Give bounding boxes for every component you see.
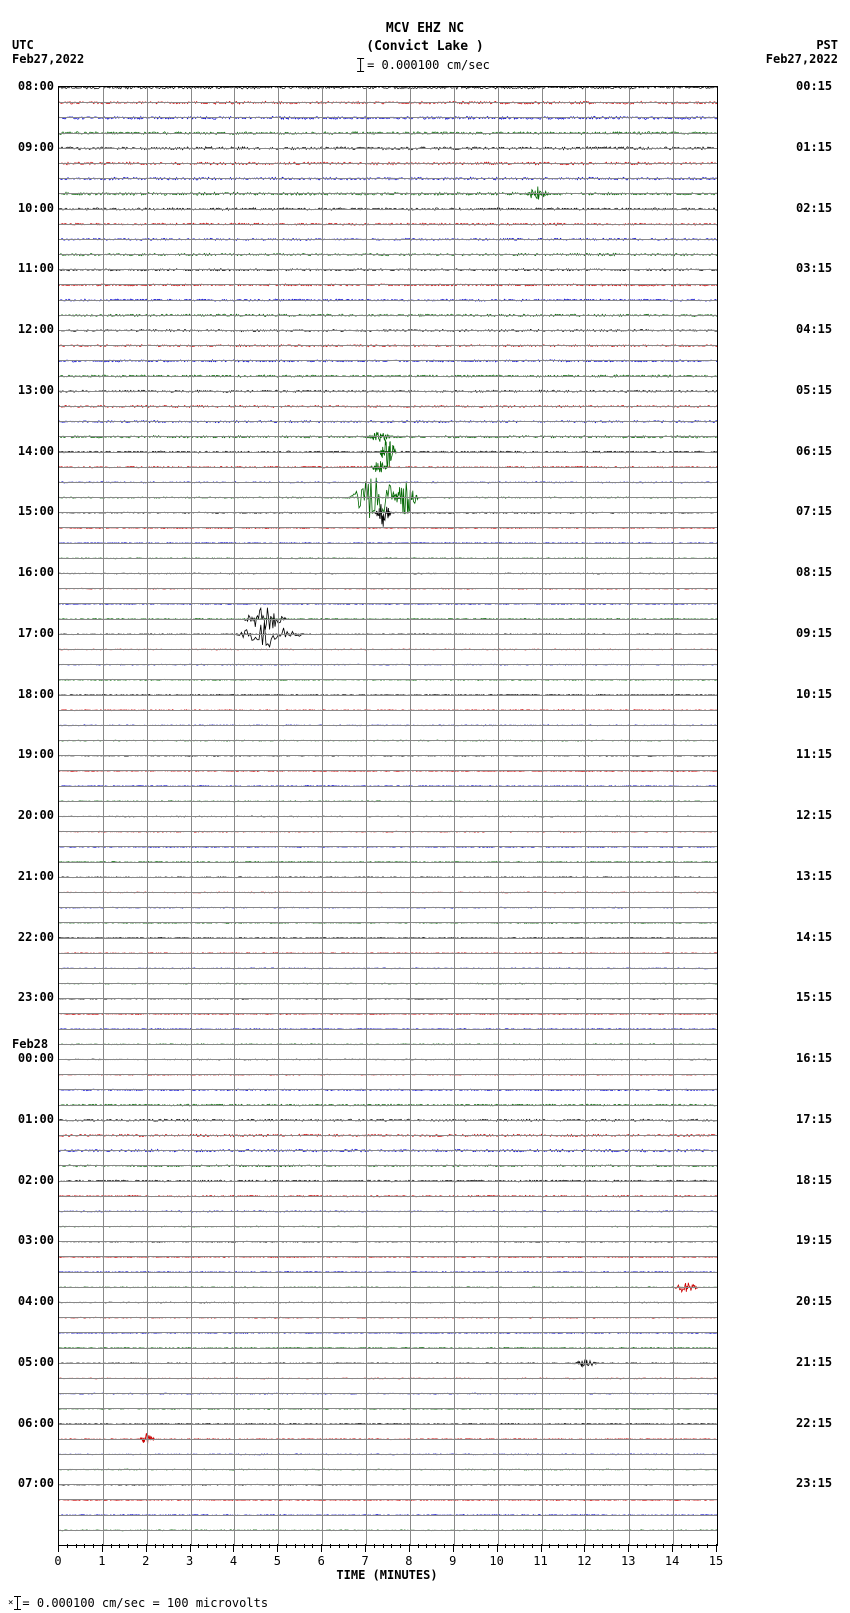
pst-hour-label: 10:15 <box>796 687 832 701</box>
timezone-right: PST <box>816 38 838 52</box>
utc-hour-label: 01:00 <box>18 1112 54 1126</box>
pst-hour-label: 02:15 <box>796 201 832 215</box>
pst-hour-label: 06:15 <box>796 444 832 458</box>
pst-hour-label: 22:15 <box>796 1416 832 1430</box>
utc-hour-label: 17:00 <box>18 626 54 640</box>
utc-hour-label: 02:00 <box>18 1173 54 1187</box>
pst-hour-label: 15:15 <box>796 990 832 1004</box>
pst-hour-label: 18:15 <box>796 1173 832 1187</box>
pst-hour-label: 13:15 <box>796 869 832 883</box>
pst-hour-label: 09:15 <box>796 626 832 640</box>
pst-hour-label: 17:15 <box>796 1112 832 1126</box>
pst-hour-label: 20:15 <box>796 1294 832 1308</box>
utc-hour-label: 23:00 <box>18 990 54 1004</box>
utc-hour-label: 09:00 <box>18 140 54 154</box>
pst-hour-label: 21:15 <box>796 1355 832 1369</box>
utc-hour-label: 21:00 <box>18 869 54 883</box>
utc-hour-label: 20:00 <box>18 808 54 822</box>
x-tick-label: 11 <box>533 1554 547 1568</box>
x-tick-label: 12 <box>577 1554 591 1568</box>
utc-hour-label: 10:00 <box>18 201 54 215</box>
utc-hour-label: 03:00 <box>18 1233 54 1247</box>
x-tick-label: 6 <box>318 1554 325 1568</box>
utc-hour-label: 04:00 <box>18 1294 54 1308</box>
pst-hour-label: 19:15 <box>796 1233 832 1247</box>
footer-scale: × = 0.000100 cm/sec = 100 microvolts <box>8 1596 268 1610</box>
pst-hour-label: 14:15 <box>796 930 832 944</box>
utc-hour-label: 22:00 <box>18 930 54 944</box>
pst-hour-label: 01:15 <box>796 140 832 154</box>
x-tick-label: 9 <box>449 1554 456 1568</box>
scale-bar-icon <box>17 1596 18 1610</box>
plot-area <box>58 86 718 1546</box>
pst-hour-label: 04:15 <box>796 322 832 336</box>
station-code: MCV EHZ NC <box>0 20 850 38</box>
utc-hour-label: 18:00 <box>18 687 54 701</box>
x-tick-label: 4 <box>230 1554 237 1568</box>
pst-hour-label: 08:15 <box>796 565 832 579</box>
utc-hour-label: 08:00 <box>18 79 54 93</box>
utc-hour-label: 19:00 <box>18 747 54 761</box>
x-tick-label: 5 <box>274 1554 281 1568</box>
station-name: (Convict Lake ) <box>0 38 850 56</box>
date-left: Feb27,2022 <box>12 52 84 66</box>
x-axis-title: TIME (MINUTES) <box>58 1568 716 1582</box>
x-tick-label: 7 <box>361 1554 368 1568</box>
footer-text: = 0.000100 cm/sec = 100 microvolts <box>22 1596 268 1610</box>
x-tick-label: 2 <box>142 1554 149 1568</box>
scale-bar-icon <box>360 58 361 72</box>
utc-hour-label: 16:00 <box>18 565 54 579</box>
utc-hour-label: 07:00 <box>18 1476 54 1490</box>
left-time-labels: 08:0009:0010:0011:0012:0013:0014:0015:00… <box>12 86 56 1544</box>
x-tick-label: 8 <box>405 1554 412 1568</box>
x-tick-label: 14 <box>665 1554 679 1568</box>
pst-hour-label: 00:15 <box>796 79 832 93</box>
pst-hour-label: 16:15 <box>796 1051 832 1065</box>
utc-hour-label: 13:00 <box>18 383 54 397</box>
pst-hour-label: 12:15 <box>796 808 832 822</box>
utc-hour-label: 06:00 <box>18 1416 54 1430</box>
timezone-left: UTC <box>12 38 34 52</box>
x-tick-label: 10 <box>489 1554 503 1568</box>
x-tick-label: 3 <box>186 1554 193 1568</box>
pst-hour-label: 05:15 <box>796 383 832 397</box>
pst-hour-label: 03:15 <box>796 261 832 275</box>
utc-hour-label: 14:00 <box>18 444 54 458</box>
x-tick-label: 1 <box>98 1554 105 1568</box>
utc-hour-label: 00:00 <box>18 1051 54 1065</box>
pst-hour-label: 07:15 <box>796 504 832 518</box>
x-tick-label: 0 <box>54 1554 61 1568</box>
scale-indicator: = 0.000100 cm/sec <box>360 58 490 72</box>
utc-hour-label: 15:00 <box>18 504 54 518</box>
scale-text: = 0.000100 cm/sec <box>367 58 490 72</box>
utc-hour-label: 05:00 <box>18 1355 54 1369</box>
header: MCV EHZ NC (Convict Lake ) <box>0 20 850 56</box>
utc-hour-label: 12:00 <box>18 322 54 336</box>
pst-hour-label: 23:15 <box>796 1476 832 1490</box>
utc-hour-label: 11:00 <box>18 261 54 275</box>
pst-hour-label: 11:15 <box>796 747 832 761</box>
x-tick-label: 13 <box>621 1554 635 1568</box>
x-tick-label: 15 <box>709 1554 723 1568</box>
feb28-label: Feb28 <box>12 1037 48 1051</box>
seismogram-container: MCV EHZ NC (Convict Lake ) = 0.000100 cm… <box>0 0 850 1613</box>
right-time-labels: 00:1501:1502:1503:1504:1505:1506:1507:15… <box>794 86 838 1544</box>
date-right: Feb27,2022 <box>766 52 838 66</box>
